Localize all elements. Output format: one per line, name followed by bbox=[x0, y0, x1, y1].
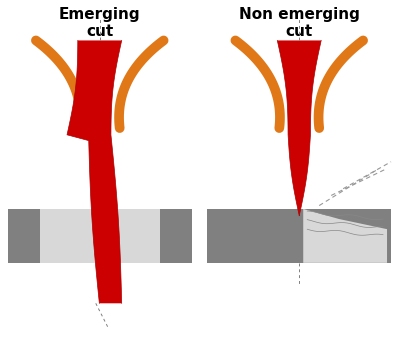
Polygon shape bbox=[303, 209, 387, 263]
Bar bbox=[8, 209, 192, 263]
Bar bbox=[207, 209, 391, 263]
Polygon shape bbox=[67, 40, 122, 303]
Text: Non emerging
cut: Non emerging cut bbox=[239, 7, 359, 39]
Text: Emerging
cut: Emerging cut bbox=[59, 7, 140, 39]
Polygon shape bbox=[277, 40, 321, 216]
Bar bbox=[40, 209, 160, 263]
